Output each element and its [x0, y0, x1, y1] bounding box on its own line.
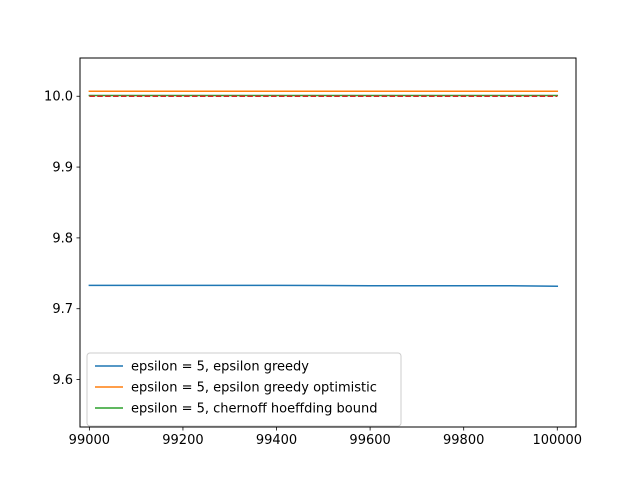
- series-line-1: [88, 284, 559, 287]
- y-tick-label: 9.6: [52, 373, 73, 388]
- x-tick-label: 100000: [532, 433, 582, 448]
- legend: epsilon = 5, epsilon greedy epsilon = 5, …: [86, 352, 402, 427]
- axes-frame: [79, 57, 577, 428]
- y-tick-label: 9.7: [52, 302, 73, 317]
- x-tick-label: 99800: [443, 433, 484, 448]
- x-tick-label: 99400: [256, 433, 297, 448]
- legend-label: epsilon = 5, epsilon greedy optimistic: [131, 381, 377, 396]
- legend-box: [86, 352, 402, 427]
- legend-label: epsilon = 5, epsilon greedy: [131, 360, 309, 375]
- y-tick-label: 9.9: [52, 161, 73, 176]
- x-tick-label: 99200: [162, 433, 203, 448]
- y-tick-label: 9.8: [52, 231, 73, 246]
- x-tick-label: 99000: [69, 433, 110, 448]
- legend-label: epsilon = 5, chernoff hoeffding bound: [131, 402, 378, 417]
- y-axis: 9.6 9.7 9.8 9.9 10.0: [44, 90, 80, 388]
- x-axis: 99000 99200 99400 99600 99800 100000: [69, 427, 582, 448]
- x-tick-label: 99600: [349, 433, 390, 448]
- plot-area: 99000 99200 99400 99600 99800 100000 9.69.79.…: [44, 57, 582, 448]
- y-tick-label: 10.0: [44, 90, 73, 105]
